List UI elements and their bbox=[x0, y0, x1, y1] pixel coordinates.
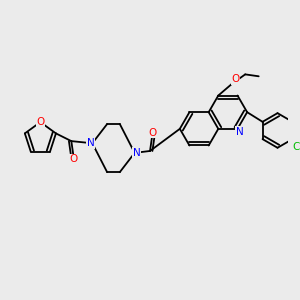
Text: N: N bbox=[236, 127, 243, 137]
Text: O: O bbox=[232, 74, 240, 84]
Text: O: O bbox=[149, 128, 157, 138]
Text: Cl: Cl bbox=[292, 142, 300, 152]
Text: N: N bbox=[133, 148, 140, 158]
Text: O: O bbox=[36, 117, 44, 127]
Text: N: N bbox=[86, 138, 94, 148]
Text: O: O bbox=[69, 154, 77, 164]
